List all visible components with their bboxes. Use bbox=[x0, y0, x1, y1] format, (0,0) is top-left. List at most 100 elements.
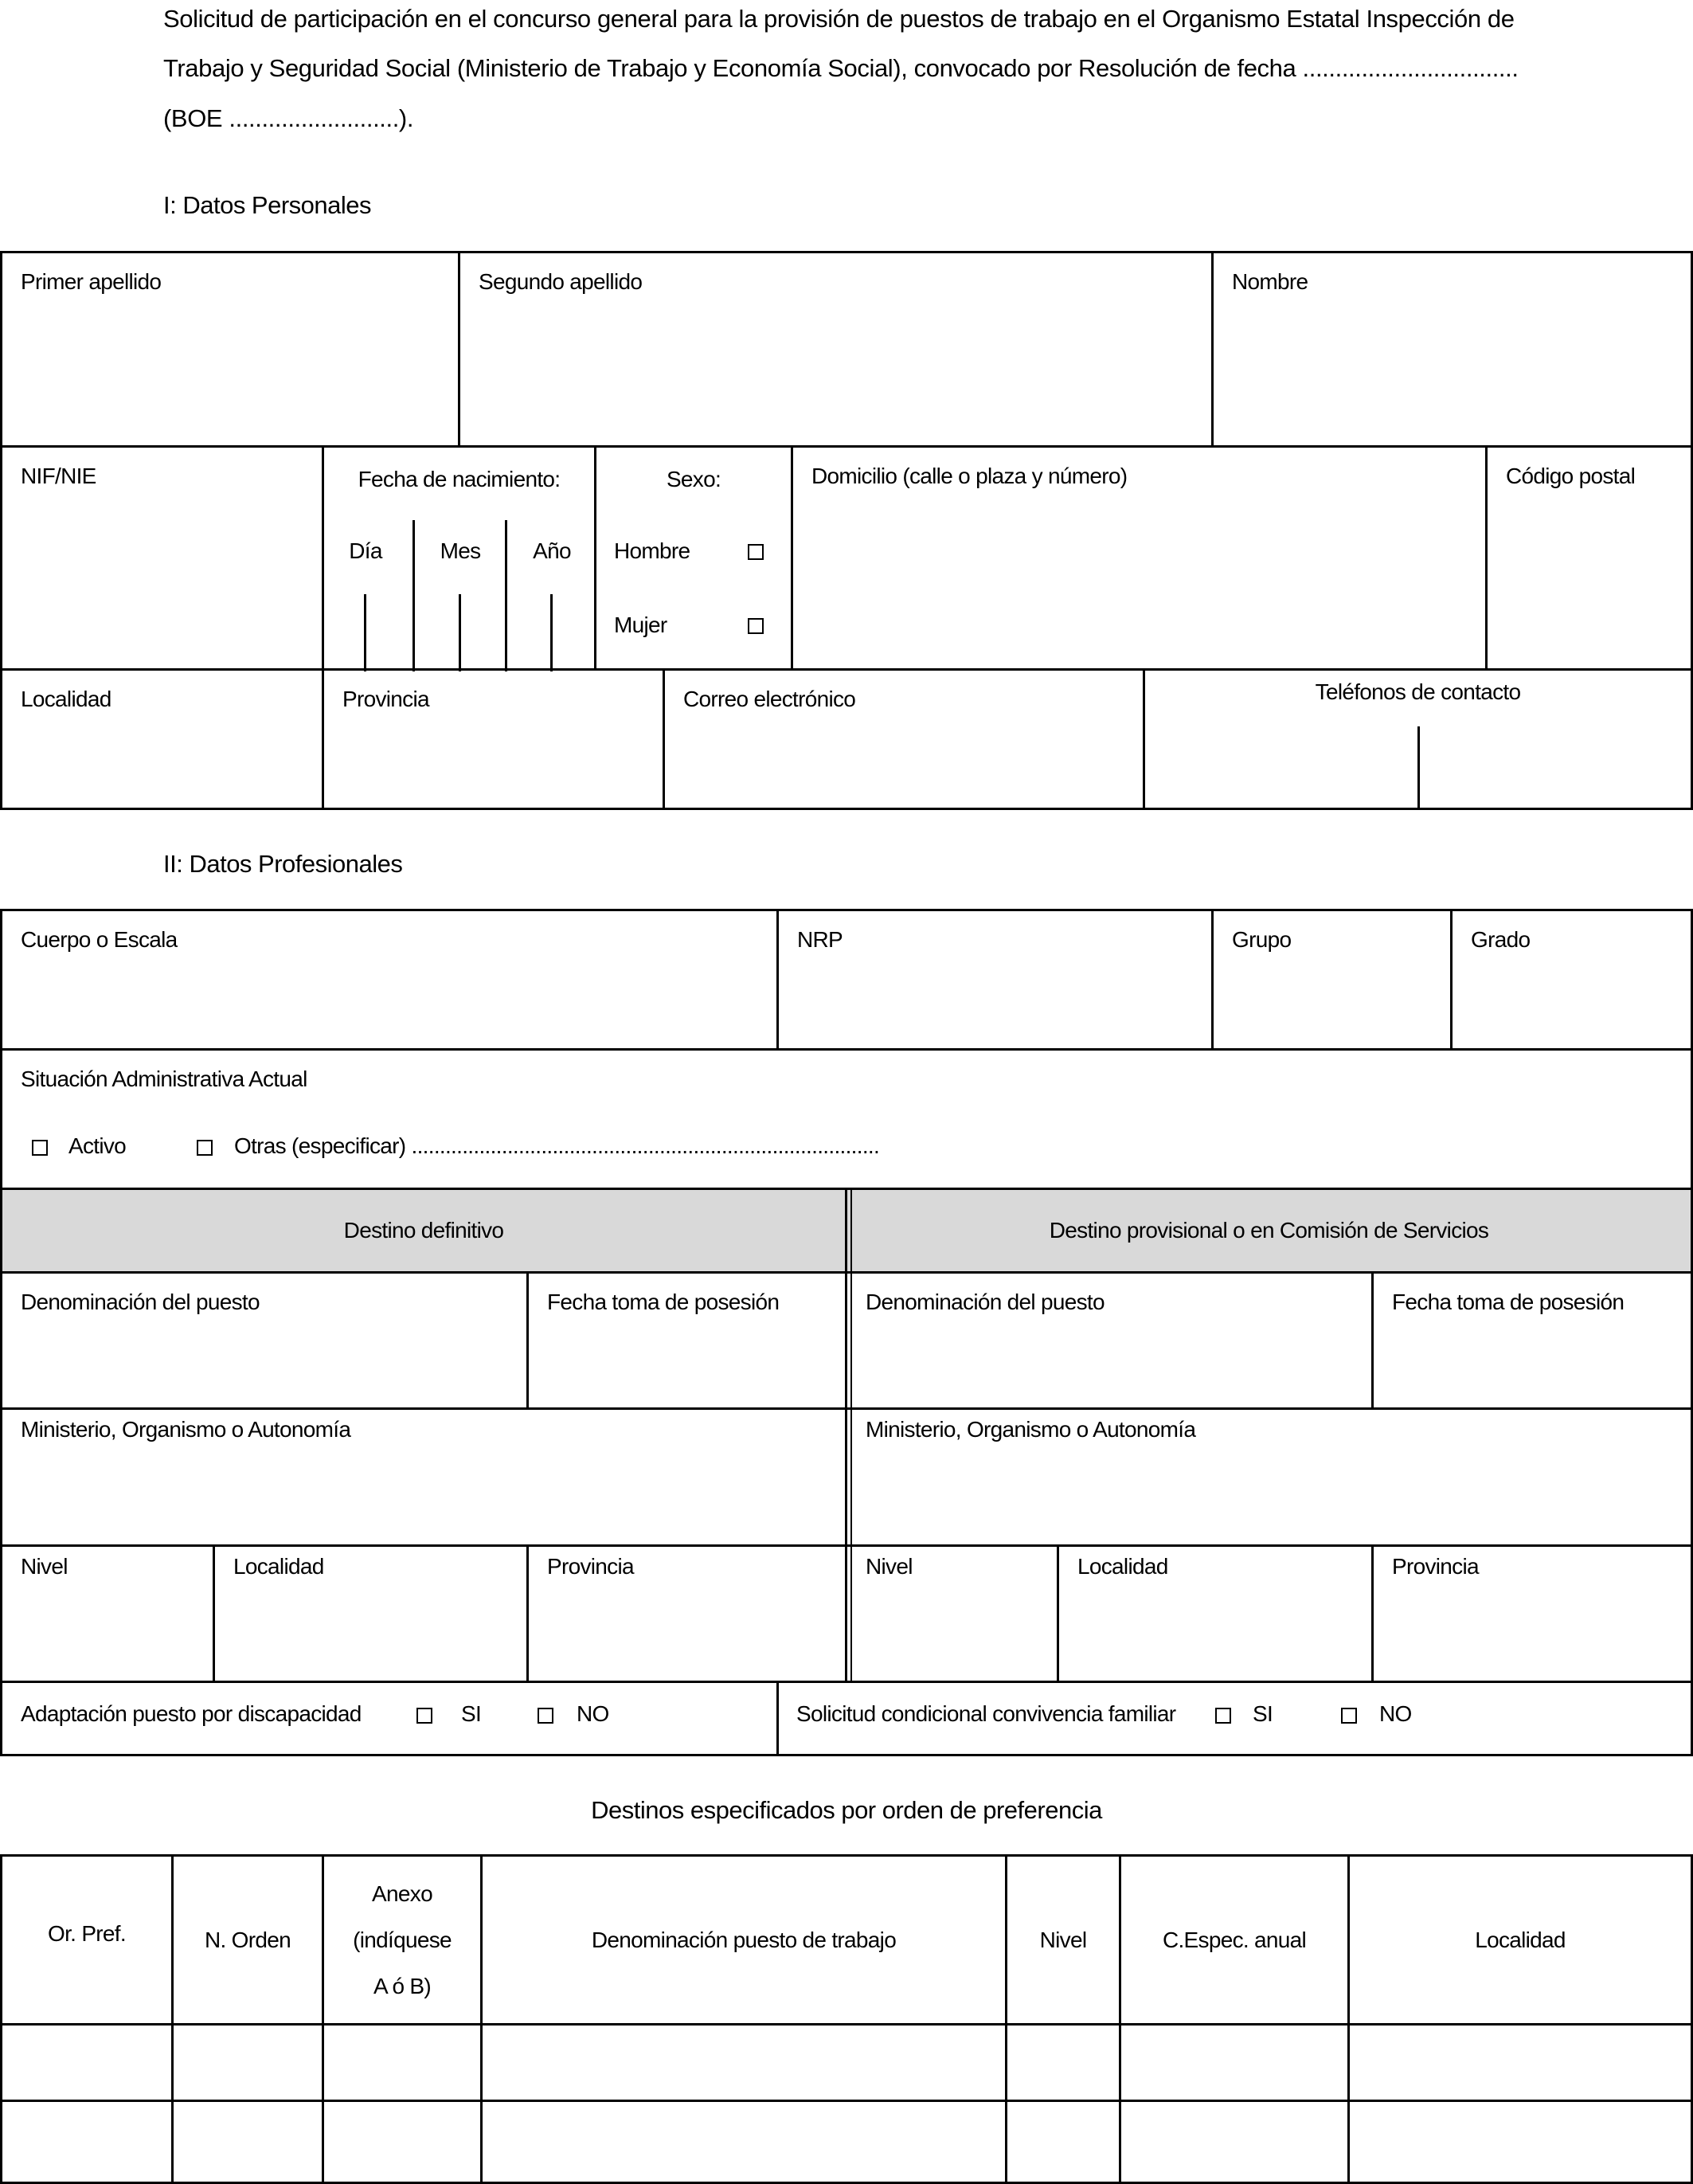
col-c-espec: C.Espec. anual bbox=[1119, 1854, 1350, 2025]
field-def-denominacion[interactable]: Denominación del puesto bbox=[0, 1271, 529, 1410]
field-grado[interactable]: Grado bbox=[1450, 909, 1693, 1051]
field-prov-ministerio[interactable]: Ministerio, Organismo o Autonomía bbox=[845, 1407, 1693, 1547]
checkbox-adaptacion-si[interactable] bbox=[416, 1708, 432, 1724]
field-adaptacion: Adaptación puesto por discapacidad SI NO bbox=[0, 1681, 779, 1756]
field-telefonos[interactable]: Teléfonos de contacto bbox=[1143, 668, 1693, 810]
label: Cuerpo o Escala bbox=[21, 927, 178, 952]
label-si: SI bbox=[1253, 1701, 1273, 1726]
intro-line-1: Solicitud de participación en el concurs… bbox=[163, 5, 1515, 33]
header-destino-provisional: Destino provisional o en Comisión de Ser… bbox=[845, 1188, 1693, 1274]
divider bbox=[412, 520, 415, 671]
checkbox-otras[interactable] bbox=[197, 1140, 213, 1156]
field-prov-denominacion[interactable]: Denominación del puesto bbox=[845, 1271, 1374, 1410]
label: Grado bbox=[1471, 927, 1531, 952]
field-primer-apellido[interactable]: Primer apellido bbox=[0, 251, 460, 448]
label-mes: Mes bbox=[440, 538, 481, 563]
table-cell[interactable] bbox=[480, 2100, 1007, 2184]
field-domicilio[interactable]: Domicilio (calle o plaza y número) bbox=[791, 445, 1488, 671]
label: Teléfonos de contacto bbox=[1315, 679, 1521, 704]
field-correo[interactable]: Correo electrónico bbox=[663, 668, 1145, 810]
col-nivel: Nivel bbox=[1005, 1854, 1121, 2025]
label: Código postal bbox=[1506, 464, 1636, 488]
field-def-fecha-toma[interactable]: Fecha toma de posesión bbox=[526, 1271, 847, 1410]
section-heading-destinos: Destinos especificados por orden de pref… bbox=[591, 1796, 1102, 1824]
table-cell[interactable] bbox=[322, 2023, 483, 2102]
checkbox-hombre[interactable] bbox=[748, 544, 764, 560]
table-cell[interactable] bbox=[1119, 2100, 1350, 2184]
checkbox-condicional-si[interactable] bbox=[1215, 1708, 1231, 1724]
col-n-orden: N. Orden bbox=[171, 1854, 324, 2025]
field-prov-localidad[interactable]: Localidad bbox=[1057, 1544, 1374, 1683]
checkbox-activo[interactable] bbox=[32, 1140, 48, 1156]
label: Primer apellido bbox=[21, 269, 162, 294]
label: Or. Pref. bbox=[48, 1920, 127, 1946]
checkbox-mujer[interactable] bbox=[748, 618, 764, 634]
col-or-pref: Or. Pref. bbox=[0, 1854, 174, 2025]
header-destino-definitivo: Destino definitivo bbox=[0, 1188, 847, 1274]
double-divider bbox=[850, 1188, 852, 1683]
checkbox-condicional-no[interactable] bbox=[1341, 1708, 1357, 1724]
label: (indíquese bbox=[353, 1927, 452, 1952]
label: Provincia bbox=[1392, 1554, 1480, 1579]
field-segundo-apellido[interactable]: Segundo apellido bbox=[458, 251, 1214, 448]
label: Provincia bbox=[342, 687, 430, 711]
label: Fecha de nacimiento: bbox=[358, 467, 561, 491]
field-nif[interactable]: NIF/NIE bbox=[0, 445, 324, 671]
field-condicional: Solicitud condicional convivencia famili… bbox=[776, 1681, 1693, 1756]
label: NRP bbox=[797, 927, 843, 952]
label-activo: Activo bbox=[68, 1133, 127, 1158]
field-def-ministerio[interactable]: Ministerio, Organismo o Autonomía bbox=[0, 1407, 847, 1547]
field-def-provincia[interactable]: Provincia bbox=[526, 1544, 847, 1683]
label: Provincia bbox=[547, 1554, 635, 1579]
table-cell[interactable] bbox=[322, 2100, 483, 2184]
label: Anexo bbox=[372, 1881, 433, 1906]
field-situacion: Situación Administrativa Actual Activo O… bbox=[0, 1048, 1693, 1190]
field-provincia[interactable]: Provincia bbox=[322, 668, 665, 810]
table-cell[interactable] bbox=[1119, 2023, 1350, 2102]
field-localidad[interactable]: Localidad bbox=[0, 668, 324, 810]
field-prov-fecha-toma[interactable]: Fecha toma de posesión bbox=[1371, 1271, 1693, 1410]
field-def-nivel[interactable]: Nivel bbox=[0, 1544, 215, 1683]
label: Sexo: bbox=[666, 467, 721, 491]
label: A ó B) bbox=[373, 1973, 432, 1998]
label: Adaptación puesto por discapacidad bbox=[21, 1701, 362, 1726]
table-cell[interactable] bbox=[1005, 2100, 1121, 2184]
label: N. Orden bbox=[205, 1927, 291, 1952]
divider bbox=[459, 594, 461, 671]
field-prov-provincia[interactable]: Provincia bbox=[1371, 1544, 1693, 1683]
table-cell[interactable] bbox=[1347, 2023, 1693, 2102]
field-nombre[interactable]: Nombre bbox=[1211, 251, 1693, 448]
section-heading-profesional: II: Datos Profesionales bbox=[163, 850, 403, 878]
label: C.Espec. anual bbox=[1162, 1927, 1307, 1952]
label-mujer: Mujer bbox=[614, 613, 667, 637]
label: Destino provisional o en Comisión de Ser… bbox=[1049, 1218, 1489, 1243]
field-fecha-nacimiento[interactable]: Fecha de nacimiento: Día Mes Año bbox=[322, 445, 596, 671]
table-cell[interactable] bbox=[1005, 2023, 1121, 2102]
table-cell[interactable] bbox=[1347, 2100, 1693, 2184]
label-anio: Año bbox=[533, 538, 571, 563]
field-def-localidad[interactable]: Localidad bbox=[213, 1544, 529, 1683]
field-cuerpo[interactable]: Cuerpo o Escala bbox=[0, 909, 779, 1051]
label: Fecha toma de posesión bbox=[1392, 1290, 1625, 1314]
label: Nivel bbox=[866, 1554, 913, 1579]
field-codigo-postal[interactable]: Código postal bbox=[1485, 445, 1693, 671]
table-cell[interactable] bbox=[0, 2023, 174, 2102]
col-anexo: Anexo (indíquese A ó B) bbox=[322, 1854, 483, 2025]
label-no: NO bbox=[577, 1701, 609, 1726]
table-cell[interactable] bbox=[480, 2023, 1007, 2102]
table-cell[interactable] bbox=[0, 2100, 174, 2184]
intro-line-2: Trabajo y Seguridad Social (Ministerio d… bbox=[163, 54, 1519, 82]
section-heading-personal: I: Datos Personales bbox=[163, 191, 372, 219]
label-hombre: Hombre bbox=[614, 538, 690, 563]
field-prov-nivel[interactable]: Nivel bbox=[845, 1544, 1059, 1683]
label-si: SI bbox=[461, 1701, 482, 1726]
label: Nivel bbox=[21, 1554, 68, 1579]
table-cell[interactable] bbox=[171, 2100, 324, 2184]
col-localidad: Localidad bbox=[1347, 1854, 1693, 2025]
label: Localidad bbox=[21, 687, 111, 711]
field-grupo[interactable]: Grupo bbox=[1211, 909, 1453, 1051]
field-nrp[interactable]: NRP bbox=[776, 909, 1214, 1051]
checkbox-adaptacion-no[interactable] bbox=[538, 1708, 553, 1724]
label-otras: Otras (especificar) ....................… bbox=[234, 1133, 880, 1158]
table-cell[interactable] bbox=[171, 2023, 324, 2102]
